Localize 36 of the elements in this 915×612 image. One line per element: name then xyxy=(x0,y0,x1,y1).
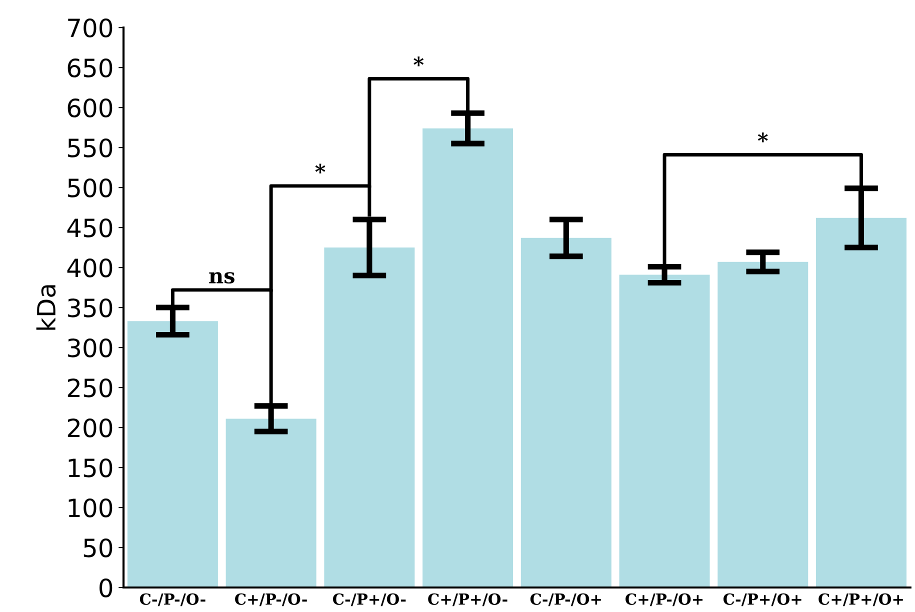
x-tick-label: C+/P-/O- xyxy=(235,593,307,606)
bar xyxy=(422,128,514,588)
y-tick-label: 450 xyxy=(67,218,112,238)
x-tick-label: C-/P-/O- xyxy=(140,593,206,606)
bar xyxy=(226,418,316,588)
y-tick-label: 300 xyxy=(68,338,112,358)
x-tick-label: C-/P+/O+ xyxy=(723,593,802,606)
x-tick-label: C+/P+/O+ xyxy=(818,593,903,606)
bar xyxy=(127,321,218,588)
annotation: * xyxy=(758,132,768,142)
x-tick-label: C-/P-/O+ xyxy=(530,593,601,606)
bar xyxy=(816,218,906,588)
y-tick-label: 700 xyxy=(68,18,112,38)
annotation: ns xyxy=(209,272,234,284)
y-tick-label: 250 xyxy=(68,378,112,398)
x-tick-label: C+/P+/O- xyxy=(428,593,508,606)
annotation: * xyxy=(414,56,424,66)
y-tick-label: 50 xyxy=(84,538,112,558)
bar xyxy=(324,248,415,588)
y-tick-label: 100 xyxy=(68,498,112,518)
y-tick-label: 500 xyxy=(68,178,112,198)
annotation: * xyxy=(315,164,326,174)
x-tick-label: C-/P+/O- xyxy=(332,593,406,606)
bar xyxy=(619,274,710,588)
y-tick-label: 600 xyxy=(68,98,112,118)
y-tick-label: 0 xyxy=(100,578,112,598)
y-axis-title: kDa xyxy=(36,285,56,330)
y-tick-label: 650 xyxy=(68,58,112,78)
y-tick-label: 350 xyxy=(68,298,112,318)
bar xyxy=(718,262,808,588)
x-tick-label: C+/P-/O+ xyxy=(626,593,703,606)
y-tick-label: 550 xyxy=(68,138,112,158)
y-tick-label: 400 xyxy=(67,258,112,278)
bar xyxy=(520,238,612,588)
y-tick-label: 200 xyxy=(68,418,112,438)
y-tick-label: 150 xyxy=(68,458,112,478)
